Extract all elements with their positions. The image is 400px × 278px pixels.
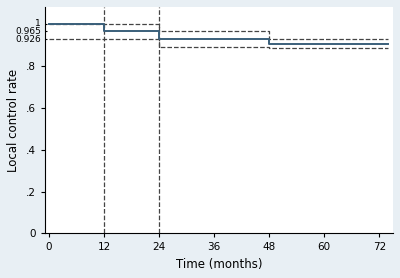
X-axis label: Time (months): Time (months) — [176, 258, 262, 271]
Text: 1: 1 — [35, 19, 41, 28]
Y-axis label: Local control rate: Local control rate — [7, 69, 20, 172]
Text: 0.965: 0.965 — [15, 27, 41, 36]
Text: 0.926: 0.926 — [15, 35, 41, 44]
